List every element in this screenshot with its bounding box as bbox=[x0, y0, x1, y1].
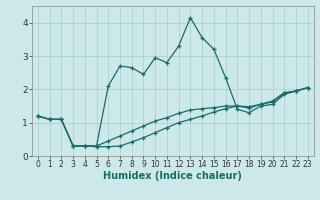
X-axis label: Humidex (Indice chaleur): Humidex (Indice chaleur) bbox=[103, 171, 242, 181]
